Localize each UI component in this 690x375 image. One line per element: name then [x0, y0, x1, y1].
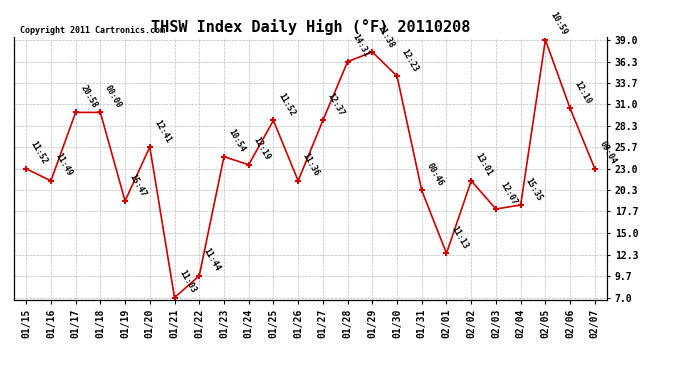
Text: 12:19: 12:19: [251, 136, 272, 162]
Text: 11:36: 11:36: [301, 152, 322, 178]
Text: 12:37: 12:37: [326, 92, 346, 118]
Text: 00:46: 00:46: [424, 162, 445, 188]
Text: 11:13: 11:13: [449, 224, 470, 251]
Text: 00:00: 00:00: [103, 84, 124, 110]
Text: 13:01: 13:01: [474, 152, 494, 178]
Text: 11:52: 11:52: [276, 92, 297, 118]
Text: 20:58: 20:58: [79, 84, 99, 110]
Text: 12:07: 12:07: [499, 180, 519, 206]
Text: Copyright 2011 Cartronics.com: Copyright 2011 Cartronics.com: [20, 26, 165, 35]
Text: 12:41: 12:41: [152, 118, 173, 144]
Text: 09:04: 09:04: [598, 140, 618, 166]
Text: 14:31: 14:31: [351, 33, 371, 59]
Text: 10:54: 10:54: [227, 128, 247, 154]
Text: 11:49: 11:49: [54, 152, 74, 178]
Text: 12:23: 12:23: [400, 47, 420, 74]
Title: THSW Index Daily High (°F) 20110208: THSW Index Daily High (°F) 20110208: [151, 19, 470, 35]
Text: 12:10: 12:10: [573, 80, 593, 106]
Text: 11:44: 11:44: [202, 247, 222, 273]
Text: 11:52: 11:52: [29, 140, 49, 166]
Text: 11:38: 11:38: [375, 23, 395, 49]
Text: 10:59: 10:59: [548, 11, 569, 37]
Text: 15:47: 15:47: [128, 172, 148, 198]
Text: 11:03: 11:03: [177, 268, 197, 295]
Text: 15:35: 15:35: [524, 176, 544, 202]
